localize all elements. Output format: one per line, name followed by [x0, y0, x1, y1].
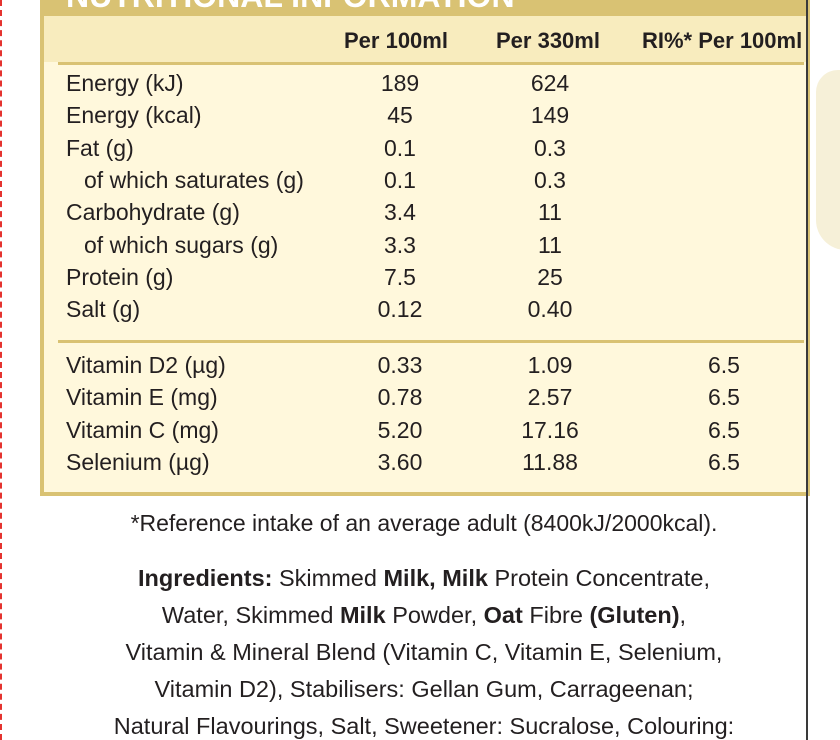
panel-title-strip: NUTRITIONAL INFORMATION: [44, 0, 806, 16]
reference-intake-footnote: *Reference intake of an average adult (8…: [130, 510, 718, 536]
value-per-330ml: 11: [538, 231, 562, 258]
table-row: Vitamin C (mg) 5.20 17.16 6.5: [44, 417, 806, 449]
table-row: of which saturates (g) 0.1 0.3: [44, 167, 806, 199]
nutrient-label: Carbohydrate (g): [66, 199, 240, 226]
ingredients-text: Ingredients: Skimmed Milk, Milk Protein …: [42, 560, 806, 740]
nutrient-label: Fat (g): [66, 134, 134, 161]
ingredient-bold-run: Milk: [339, 602, 386, 628]
value-ri-percent: 6.5: [708, 384, 740, 411]
ingredient-bold-run: Ingredients:: [137, 565, 273, 591]
ingredient-run: ,: [679, 602, 687, 628]
ingredient-run: Powder,: [385, 602, 484, 628]
ingredient-run: Protein Concentrate,: [487, 565, 711, 591]
ingredients-line: Ingredients: Skimmed Milk, Milk Protein …: [42, 560, 806, 597]
ingredient-bold-run: Oat: [483, 602, 523, 628]
ingredient-run: Water, Skimmed: [161, 602, 340, 628]
value-per-330ml: 0.3: [534, 134, 566, 161]
column-per-100ml: Per 100ml: [344, 28, 448, 53]
value-per-330ml: 0.3: [534, 166, 566, 193]
table-row: Fat (g) 0.1 0.3: [44, 135, 806, 167]
crop-line: [806, 0, 808, 740]
panel-title: NUTRITIONAL INFORMATION: [66, 0, 515, 15]
nutrient-label: Energy (kcal): [66, 102, 202, 129]
value-per-330ml: 1.09: [527, 352, 573, 378]
cut-line: [0, 0, 2, 740]
value-per-330ml: 0.40: [527, 296, 573, 323]
nutrient-label: Salt (g): [66, 296, 141, 323]
value-ri-percent: 6.5: [708, 448, 740, 475]
nutrient-label: Selenium (µg): [66, 448, 210, 475]
value-per-100ml: 0.78: [377, 384, 423, 411]
value-per-330ml: 2.57: [527, 384, 573, 411]
nutrient-label: Protein (g): [66, 263, 174, 290]
value-per-100ml: 7.5: [384, 263, 416, 290]
ingredient-run: Skimmed: [272, 565, 384, 591]
value-per-330ml: 17.16: [521, 416, 579, 443]
value-per-100ml: 0.1: [384, 166, 416, 193]
value-per-330ml: 25: [537, 263, 563, 290]
ingredients-line: Water, Skimmed Milk Powder, Oat Fibre (G…: [42, 597, 806, 634]
nutrient-label: of which sugars (g): [84, 231, 279, 258]
value-per-330ml: 149: [530, 102, 570, 129]
ingredient-run: Vitamin & Mineral Blend (Vitamin C, Vita…: [125, 639, 723, 665]
table-row: of which sugars (g) 3.3 11: [44, 232, 806, 264]
value-per-100ml: 3.4: [384, 199, 416, 226]
nutrient-label: of which saturates (g): [84, 166, 304, 193]
table-row: Vitamin E (mg) 0.78 2.57 6.5: [44, 384, 806, 416]
table-row: Vitamin D2 (µg) 0.33 1.09 6.5: [44, 352, 806, 384]
table-header: Per 100ml Per 330ml RI%* Per 100ml: [44, 16, 806, 62]
value-per-330ml: 11: [538, 199, 562, 226]
ingredients-line: Natural Flavourings, Salt, Sweetener: Su…: [42, 708, 806, 740]
value-per-100ml: 189: [380, 70, 420, 96]
ingredient-bold-run: (Gluten): [589, 602, 680, 628]
ingredient-run: Natural Flavourings, Salt, Sweetener: Su…: [113, 713, 735, 739]
value-per-100ml: 3.3: [384, 231, 416, 258]
value-per-100ml: 45: [387, 102, 413, 129]
nutrient-label: Vitamin C (mg): [66, 416, 219, 443]
value-per-100ml: 0.33: [377, 352, 423, 378]
ingredient-bold-run: Milk, Milk: [383, 565, 488, 591]
table-row: Protein (g) 7.5 25: [44, 264, 806, 296]
ingredients-line: Vitamin & Mineral Blend (Vitamin C, Vita…: [42, 634, 806, 671]
column-ri-per-100ml: RI%* Per 100ml: [642, 28, 803, 53]
table-row: Energy (kJ) 189 624: [44, 70, 806, 102]
table-row: Salt (g) 0.12 0.40: [44, 296, 806, 328]
table-row: Energy (kcal) 45 149: [44, 102, 806, 134]
nutrient-label: Vitamin E (mg): [66, 384, 218, 411]
table-row: Carbohydrate (g) 3.4 11: [44, 199, 806, 231]
value-ri-percent: 6.5: [708, 416, 740, 443]
nutrition-panel: NUTRITIONAL INFORMATION Per 100ml Per 33…: [40, 0, 810, 496]
column-per-330ml: Per 330ml: [496, 28, 600, 53]
nutrient-label: Vitamin D2 (µg): [66, 352, 226, 378]
ingredient-run: Fibre: [522, 602, 590, 628]
ingredient-run: Vitamin D2), Stabilisers: Gellan Gum, Ca…: [154, 676, 694, 702]
nutrient-label: Energy (kJ): [66, 70, 184, 96]
table-row: Selenium (µg) 3.60 11.88 6.5: [44, 449, 806, 481]
decorative-shape: [816, 70, 840, 250]
value-per-100ml: 3.60: [377, 448, 423, 475]
section-divider: [58, 340, 804, 343]
value-per-100ml: 5.20: [377, 416, 423, 443]
value-per-330ml: 624: [530, 70, 570, 96]
value-per-100ml: 0.12: [377, 296, 423, 323]
value-per-100ml: 0.1: [384, 134, 416, 161]
ingredients-line: Vitamin D2), Stabilisers: Gellan Gum, Ca…: [42, 671, 806, 708]
value-per-330ml: 11.88: [522, 448, 578, 475]
value-ri-percent: 6.5: [708, 352, 740, 378]
header-divider: [58, 62, 804, 65]
